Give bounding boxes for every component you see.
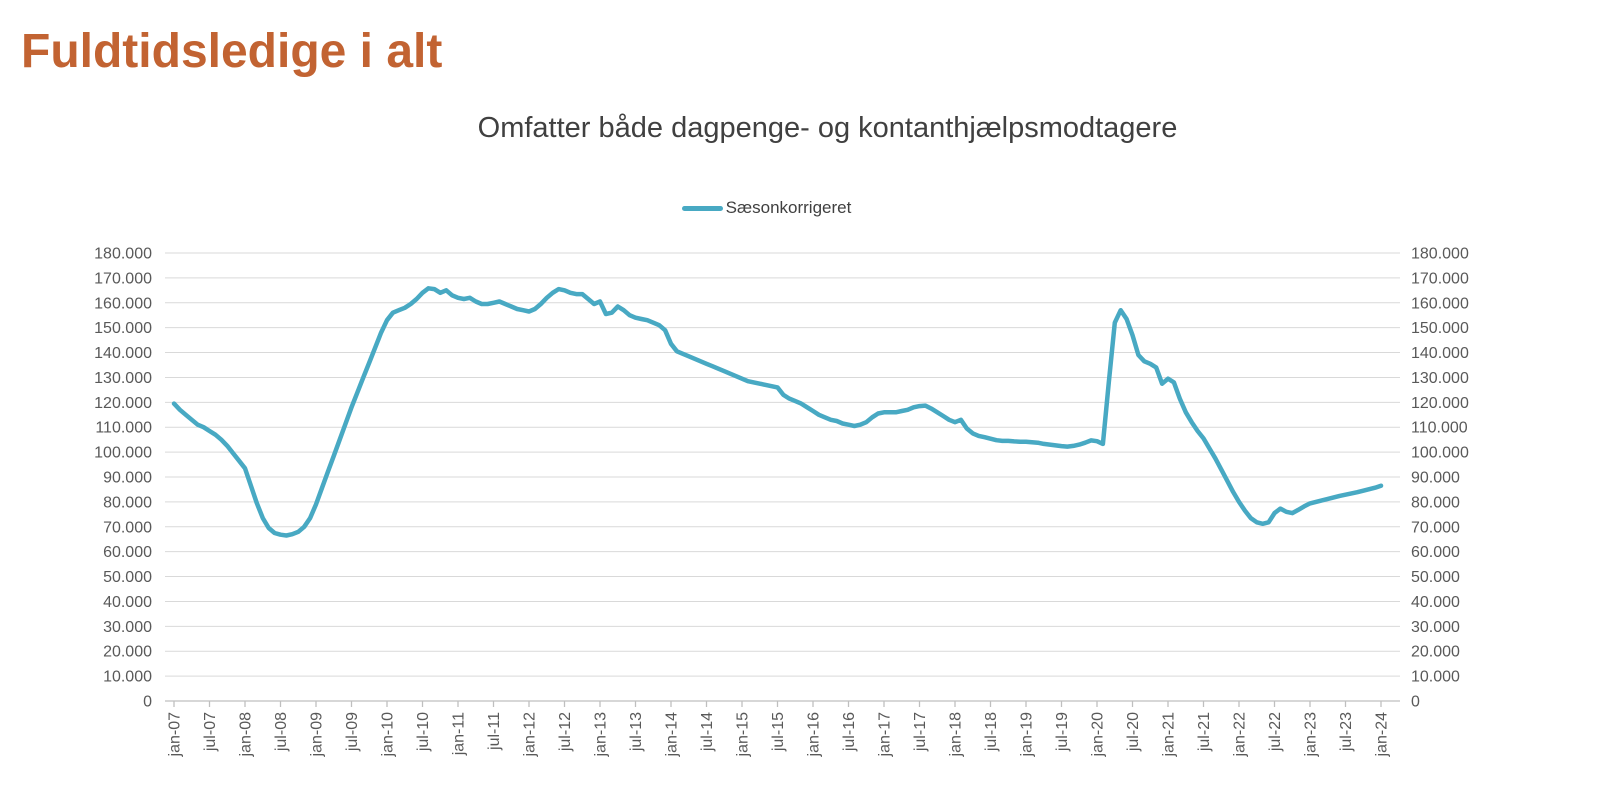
y-axis-tick-label-right: 100.000 <box>1411 445 1469 462</box>
y-axis-tick-label-right: 120.000 <box>1411 395 1469 412</box>
x-axis-tick-label: jan-21 <box>1161 712 1178 758</box>
y-axis-tick-label-right: 60.000 <box>1411 544 1460 561</box>
series-line-saesonkorrigeret <box>171 286 1384 538</box>
x-axis-tick-label: jan-19 <box>1019 712 1036 758</box>
x-axis-tick-label: jan-10 <box>380 712 397 758</box>
y-axis-tick-label-left: 180.000 <box>94 246 152 263</box>
y-axis-tick-label-right: 170.000 <box>1411 270 1469 287</box>
y-axis-tick-label-left: 70.000 <box>103 519 152 536</box>
x-axis-tick-label: jul-16 <box>841 712 858 752</box>
x-axis-tick-label: jan-12 <box>522 712 539 758</box>
chart-title: Omfatter både dagpenge- og kontanthjælps… <box>477 112 1178 144</box>
x-axis-tick-label: jul-20 <box>1125 712 1142 752</box>
x-axis-tick-label: jan-14 <box>664 712 681 758</box>
y-axis-tick-label-left: 10.000 <box>103 669 152 686</box>
y-axis-tick-label-right: 10.000 <box>1411 669 1460 686</box>
y-axis-tick-label-left: 20.000 <box>103 644 152 661</box>
legend-line-marker <box>681 205 723 211</box>
x-axis-tick-label: jul-13 <box>628 712 645 752</box>
x-axis-tick-label: jul-22 <box>1267 712 1284 752</box>
y-axis-tick-label-left: 0 <box>143 694 152 711</box>
x-axis-tick-label: jul-08 <box>273 712 290 752</box>
y-axis-tick-label-right: 140.000 <box>1411 345 1469 362</box>
x-axis-tick-label: jan-22 <box>1232 712 1249 758</box>
x-axis-tick-label: jan-18 <box>948 712 965 758</box>
y-axis-tick-label-left: 130.000 <box>94 370 152 387</box>
y-axis-tick-label-left: 50.000 <box>103 569 152 586</box>
y-axis-tick-label-left: 160.000 <box>94 295 152 312</box>
legend-label: Sæsonkorrigeret <box>725 198 852 217</box>
x-axis-tick-label: jan-13 <box>593 712 610 758</box>
y-axis-tick-label-right: 180.000 <box>1411 246 1469 263</box>
x-axis-tick-label: jan-15 <box>735 712 752 758</box>
y-axis-tick-label-right: 110.000 <box>1411 420 1468 437</box>
y-axis-tick-label-right: 30.000 <box>1411 619 1460 636</box>
y-axis-tick-label-right: 150.000 <box>1411 320 1469 337</box>
y-axis-tick-label-left: 140.000 <box>94 345 152 362</box>
x-axis-tick-label: jul-09 <box>344 712 361 752</box>
y-axis-tick-label-left: 30.000 <box>103 619 152 636</box>
x-axis-tick-label: jan-16 <box>806 712 823 758</box>
x-axis-tick-label: jul-14 <box>699 712 716 752</box>
x-axis-tick-label: jan-17 <box>877 712 894 758</box>
x-axis-tick-label: jul-11 <box>486 712 503 751</box>
x-axis-tick-label: jul-21 <box>1196 712 1213 752</box>
x-axis-tick-label: jan-09 <box>309 712 326 758</box>
y-axis-tick-label-left: 170.000 <box>94 270 152 287</box>
y-axis-tick-label-left: 80.000 <box>103 494 152 511</box>
y-axis-tick-label-left: 120.000 <box>94 395 152 412</box>
legend: Sæsonkorrigeret <box>149 198 1384 218</box>
x-axis-tick-label: jul-19 <box>1054 712 1071 752</box>
y-axis-tick-label-left: 90.000 <box>103 470 152 487</box>
y-axis-tick-label-left: 60.000 <box>103 544 152 561</box>
y-axis-tick-label-right: 80.000 <box>1411 494 1460 511</box>
y-axis-tick-label-right: 40.000 <box>1411 594 1460 611</box>
x-axis-tick-label: jan-20 <box>1090 712 1107 758</box>
y-axis-tick-label-right: 20.000 <box>1411 644 1460 661</box>
y-axis-tick-label-left: 150.000 <box>94 320 152 337</box>
x-axis-tick-label: jan-08 <box>238 712 255 758</box>
y-axis-tick-label-right: 130.000 <box>1411 370 1469 387</box>
y-axis-tick-label-right: 90.000 <box>1411 470 1460 487</box>
y-axis-tick-label-left: 110.000 <box>95 420 152 437</box>
x-axis-tick-label: jul-07 <box>202 712 219 752</box>
page-title: Fuldtidsledige i alt <box>21 25 443 78</box>
y-axis-tick-label-right: 0 <box>1411 694 1420 711</box>
y-axis-tick-label-left: 100.000 <box>94 445 152 462</box>
x-axis-tick-label: jan-11 <box>451 712 468 756</box>
x-axis-tick-label: jul-17 <box>912 712 929 752</box>
y-axis-tick-label-right: 50.000 <box>1411 569 1460 586</box>
y-axis-tick-label-right: 70.000 <box>1411 519 1460 536</box>
x-axis-tick-label: jul-10 <box>415 712 432 752</box>
x-axis-tick-label: jan-07 <box>167 712 184 758</box>
x-axis-tick-label: jul-12 <box>557 712 574 752</box>
x-axis-tick-label: jul-18 <box>983 712 1000 752</box>
y-axis-tick-label-left: 40.000 <box>103 594 152 611</box>
y-axis-tick-label-right: 160.000 <box>1411 295 1469 312</box>
x-axis-tick-label: jan-24 <box>1374 712 1391 758</box>
x-axis-tick-label: jul-15 <box>770 712 787 752</box>
x-axis-tick-label: jul-23 <box>1338 712 1355 752</box>
x-axis-tick-label: jan-23 <box>1303 712 1320 758</box>
